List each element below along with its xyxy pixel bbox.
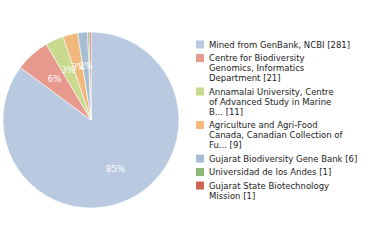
legend-label: Mined from GenBank, NCBI [281] <box>209 40 350 50</box>
legend-swatch <box>196 54 204 62</box>
legend-swatch <box>196 182 204 190</box>
slice <box>78 32 91 120</box>
legend-label: Annamalai University, Centreof Advanced … <box>209 87 334 117</box>
legend-label-line: Universidad de los Andes [1] <box>209 167 331 177</box>
legend-label-line: Agriculture and Agri-Food <box>209 120 318 130</box>
legend-label: Agriculture and Agri-FoodCanada, Canadia… <box>209 120 343 150</box>
data-label: 2% <box>79 61 93 71</box>
legend-label-line: Annamalai University, Centre <box>209 87 334 97</box>
legend-label-line: Department [21] <box>209 73 281 83</box>
data-label: 6% <box>48 74 62 84</box>
legend: Mined from GenBank, NCBI [281] Centre for… <box>196 40 357 201</box>
slice <box>63 33 91 120</box>
data-label: 85% <box>106 164 125 174</box>
legend-label-line: Gujarat Biodiversity Gene Bank [6] <box>209 154 357 164</box>
legend-swatch <box>196 41 204 49</box>
legend-label: Gujarat State BiotechnologyMission [1] <box>209 181 329 201</box>
chart: 85%6%3%3%2%Mined from GenBank, NCBI [281… <box>0 0 380 240</box>
slice <box>89 32 91 120</box>
slice <box>88 32 91 120</box>
legend-swatch <box>196 168 204 176</box>
legend-label-line: B... [11] <box>209 107 243 117</box>
legend-swatch <box>196 121 204 129</box>
legend-label: Centre for BiodiversityGenomics, Informa… <box>209 53 305 83</box>
legend-label: Gujarat Biodiversity Gene Bank [6] <box>209 154 357 164</box>
legend-label-line: Mission [1] <box>209 191 255 201</box>
legend-label-line: Canada, Canadian Collection of <box>209 130 343 140</box>
legend-label: Universidad de los Andes [1] <box>209 167 331 177</box>
legend-label-line: Mined from GenBank, NCBI [281] <box>209 40 350 50</box>
pie-labels: 85%6%3%3%2% <box>48 61 125 174</box>
legend-label-line: Gujarat State Biotechnology <box>209 181 329 191</box>
slice <box>3 32 179 208</box>
legend-swatch <box>196 155 204 163</box>
pie <box>3 32 179 208</box>
legend-label-line: Fu... [9] <box>209 140 242 150</box>
legend-label-line: of Advanced Study in Marine <box>209 97 331 107</box>
legend-label-line: Centre for Biodiversity <box>209 53 305 63</box>
legend-swatch <box>196 88 204 96</box>
legend-label-line: Genomics, Informatics <box>209 63 305 73</box>
